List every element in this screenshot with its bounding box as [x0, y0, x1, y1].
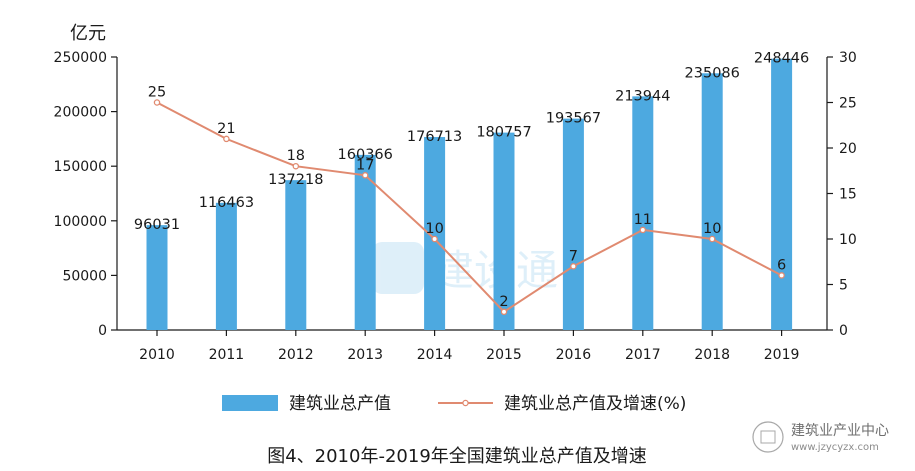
line-data-labels: 25 21 18 17 10 2 7 11 10 6 — [148, 85, 786, 310]
left-tick-label: 50000 — [62, 268, 107, 284]
bar-data-labels: 96031 116463 137218 160366 176713 180757 19356… — [134, 51, 809, 233]
corner-url: www.jzycyzx.com — [791, 442, 879, 453]
legend-line-marker — [462, 399, 469, 407]
x-tick-label: 2010 — [139, 347, 175, 363]
bar — [424, 137, 446, 330]
line-point — [292, 162, 300, 170]
left-tick-label: 250000 — [54, 50, 107, 66]
legend: 建筑业总产值 建筑业总产值及增速(%) — [222, 394, 686, 414]
center-watermark: 建设通 — [372, 242, 558, 295]
legend-bar-swatch — [222, 395, 278, 411]
right-axis-ticks: 0 5 10 15 20 25 30 — [827, 50, 857, 339]
bar-value-label: 213944 — [615, 88, 670, 104]
x-axis-ticks: 2010 2011 2012 2013 2014 2015 2016 2017 2018 2019 — [139, 330, 799, 363]
line-value-label: 17 — [356, 157, 374, 173]
x-tick-label: 2012 — [278, 347, 314, 363]
x-tick-label: 2018 — [694, 347, 730, 363]
line-point — [708, 235, 716, 243]
right-tick-label: 10 — [839, 232, 857, 248]
bar — [701, 73, 723, 331]
x-tick-label: 2014 — [417, 347, 453, 363]
bar — [632, 96, 654, 330]
legend-line-label: 建筑业总产值及增速(%) — [504, 394, 686, 414]
line-value-label: 21 — [217, 121, 235, 137]
bar — [215, 202, 237, 330]
bar-value-label: 193567 — [546, 111, 601, 127]
line-value-label: 6 — [777, 257, 786, 273]
line-point — [778, 272, 785, 279]
left-tick-label: 150000 — [54, 159, 107, 175]
line-series — [153, 99, 785, 316]
growth-line — [156, 101, 783, 314]
x-tick-label: 2016 — [556, 347, 592, 363]
line-value-label: 2 — [499, 294, 508, 310]
x-tick-label: 2017 — [625, 347, 661, 363]
line-point — [500, 308, 508, 316]
corner-logo-building-icon — [760, 430, 776, 444]
line-value-label: 11 — [634, 212, 652, 228]
bar-value-label: 116463 — [199, 195, 254, 211]
corner-logo-icon — [752, 421, 784, 453]
line-value-label: 25 — [148, 85, 166, 101]
left-tick-label: 0 — [98, 323, 107, 339]
corner-watermark: 建筑业产业中心 www.jzycyzx.com — [752, 421, 889, 453]
watermark-logo-icon — [372, 242, 424, 294]
right-tick-label: 15 — [839, 187, 857, 203]
bar — [493, 132, 515, 330]
bar-value-label: 176713 — [407, 129, 462, 145]
line-value-label: 10 — [425, 221, 443, 237]
legend-bar-label: 建筑业总产值 — [289, 394, 391, 414]
x-tick-label: 2013 — [347, 347, 383, 363]
line-point — [639, 226, 647, 234]
right-tick-label: 30 — [839, 50, 857, 66]
line-point — [431, 235, 438, 243]
left-tick-label: 100000 — [54, 214, 107, 230]
bar-value-label: 137218 — [268, 172, 323, 188]
right-tick-label: 25 — [839, 96, 857, 112]
corner-name: 建筑业产业中心 — [791, 423, 889, 439]
right-tick-label: 0 — [839, 323, 848, 339]
bar-value-label: 248446 — [754, 51, 809, 67]
bar — [354, 154, 376, 330]
bar-value-label: 235086 — [685, 65, 740, 81]
x-tick-label: 2015 — [486, 347, 522, 363]
line-point — [153, 99, 161, 106]
x-tick-label: 2019 — [764, 347, 800, 363]
bar — [771, 58, 793, 331]
line-value-label: 7 — [569, 248, 578, 264]
x-tick-label: 2011 — [209, 347, 245, 363]
line-value-label: 18 — [287, 148, 305, 164]
line-point — [570, 263, 577, 270]
right-tick-label: 5 — [839, 278, 848, 294]
bar-value-label: 96031 — [134, 217, 180, 233]
line-point — [223, 135, 230, 143]
bar-value-label: 160366 — [338, 147, 393, 163]
bar-series — [146, 58, 793, 331]
bar — [562, 118, 584, 330]
left-axis-unit-label: 亿元 — [70, 23, 106, 44]
line-point — [361, 172, 369, 179]
left-axis-ticks: 0 50000 100000 150000 200000 250000 — [54, 50, 117, 339]
chart-caption: 图4、2010年-2019年全国建筑业总产值及增速 — [267, 446, 647, 467]
bar — [146, 225, 168, 330]
right-tick-label: 20 — [839, 141, 857, 157]
line-value-label: 10 — [703, 221, 721, 237]
left-tick-label: 200000 — [54, 105, 107, 121]
bar — [285, 180, 307, 330]
bar-value-label: 180757 — [476, 125, 531, 141]
